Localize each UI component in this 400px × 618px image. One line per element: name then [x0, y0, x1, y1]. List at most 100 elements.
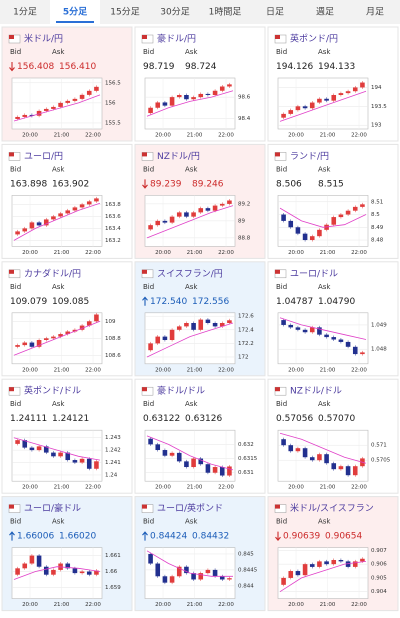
down-arrow: [9, 62, 15, 72]
y-tick-label: 0.904: [371, 589, 387, 595]
y-tick-label: 0.631: [238, 470, 254, 476]
bid-label: Bid: [10, 518, 21, 526]
candle: [281, 577, 286, 585]
candle: [184, 461, 189, 468]
y-tick-label: 89.2: [238, 201, 250, 207]
bid-value: 1.24111: [10, 414, 47, 424]
moving-average: [13, 566, 101, 580]
tab[interactable]: 週足: [316, 7, 334, 18]
candle: [51, 569, 56, 575]
x-tick-label: 22:00: [351, 250, 367, 256]
bid-label: Bid: [10, 283, 21, 291]
x-tick-label: 20:00: [155, 602, 171, 608]
candle: [15, 345, 20, 347]
candle: [309, 457, 315, 461]
tab-label: 1時間足: [209, 7, 242, 18]
pair-name: 英ポンド/円: [290, 33, 338, 45]
ask-value: 0.90654: [325, 532, 362, 542]
down-arrow: [275, 531, 281, 541]
candle: [302, 329, 308, 333]
candle: [219, 467, 225, 476]
candle: [227, 466, 232, 476]
tab[interactable]: 月足: [366, 7, 384, 18]
x-tick-label: 22:00: [218, 485, 234, 491]
x-tick-label: 20:00: [155, 133, 171, 139]
x-tick-label: 22:00: [85, 602, 101, 608]
tab[interactable]: 15分足: [110, 7, 139, 18]
moving-average: [146, 435, 234, 471]
ask-value: 89.246: [192, 179, 224, 189]
candle: [198, 458, 204, 465]
tab-label: 日足: [266, 7, 284, 18]
y-tick-label: 98.6: [238, 95, 251, 101]
y-tick-label: 0.845: [238, 551, 254, 557]
bid-label: Bid: [276, 165, 287, 173]
candle: [205, 93, 211, 95]
x-tick-label: 22:00: [218, 367, 234, 373]
tab[interactable]: 日足: [266, 7, 284, 18]
y-tick-label: 109: [105, 319, 116, 325]
chart-box: [277, 77, 369, 130]
candle: [191, 212, 196, 217]
x-tick-label: 21:00: [320, 133, 336, 139]
candle: [184, 323, 189, 327]
tab-label: 15分足: [110, 7, 139, 18]
candle: [148, 343, 153, 351]
ask-value: 0.84432: [192, 532, 229, 542]
flag-mark: [142, 269, 147, 274]
candle: [184, 566, 189, 574]
candle: [36, 446, 42, 451]
ask-value: 109.085: [52, 297, 89, 307]
candle: [86, 201, 92, 205]
tab[interactable]: 1分足: [13, 7, 37, 18]
tab[interactable]: 30分足: [160, 7, 189, 18]
pair-name: ユーロ/豪ドル: [24, 502, 81, 514]
y-tick-label: 163.6: [105, 214, 121, 220]
x-tick-label: 21:00: [187, 133, 203, 139]
candle: [331, 463, 337, 470]
candle: [162, 576, 168, 583]
candle: [324, 334, 329, 338]
ask-label: Ask: [318, 165, 331, 173]
candle: [360, 82, 365, 88]
ask-label: Ask: [52, 518, 65, 526]
candle: [360, 204, 365, 207]
candle: [29, 342, 35, 347]
candle: [345, 91, 351, 94]
ask-value: 0.63126: [185, 414, 222, 424]
tab[interactable]: 5分足: [50, 0, 100, 24]
up-arrow: [142, 296, 148, 306]
candle: [317, 561, 322, 567]
candle: [51, 106, 56, 109]
x-tick-label: 20:00: [22, 133, 38, 139]
bid-value: 109.079: [10, 297, 47, 307]
x-tick-label: 22:00: [218, 133, 234, 139]
x-tick-label: 22:00: [351, 485, 367, 491]
flag-mark: [142, 504, 147, 509]
x-tick-label: 21:00: [54, 133, 70, 139]
candle: [345, 210, 351, 215]
candle: [205, 319, 211, 323]
pair-name: カナダドル/円: [24, 267, 81, 279]
candle: [198, 319, 204, 330]
pair-name: ランド/円: [290, 151, 329, 162]
candle: [352, 206, 358, 211]
x-tick-label: 22:00: [218, 250, 234, 256]
tab[interactable]: 1時間足: [209, 7, 242, 18]
candle: [227, 200, 232, 204]
